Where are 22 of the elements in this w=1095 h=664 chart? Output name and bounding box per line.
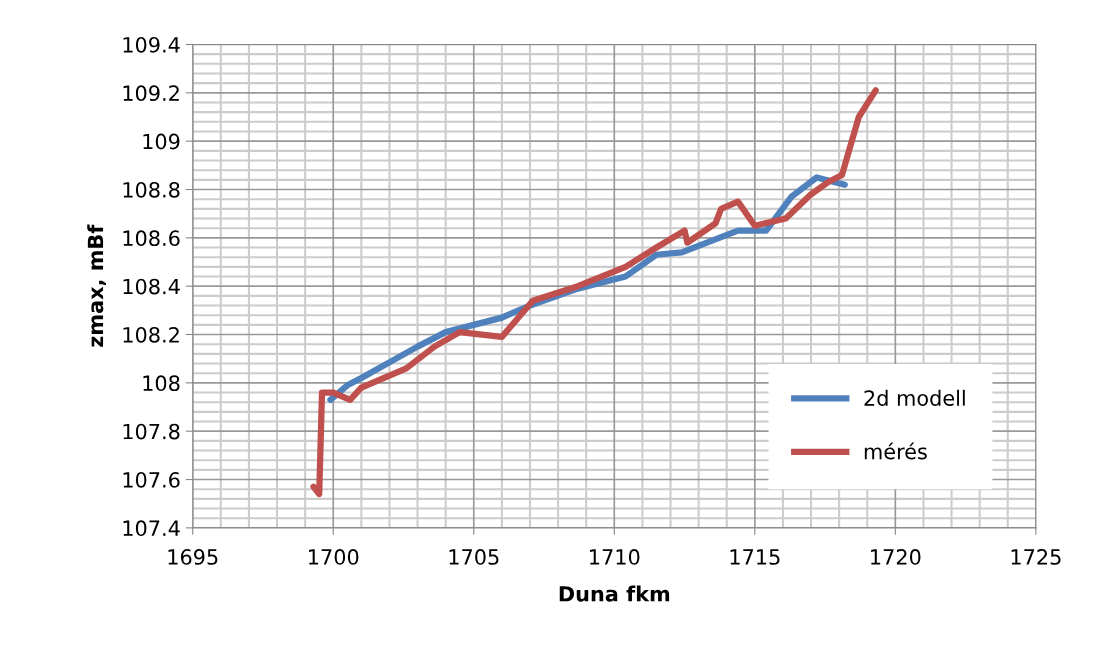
y-tick-label: 107.4 — [123, 520, 180, 537]
y-axis-title: zmax, mBf — [87, 224, 107, 347]
legend-label: mérés — [864, 442, 927, 460]
legend-label: 2d modell — [864, 389, 965, 406]
y-tick-label: 109 — [143, 133, 180, 150]
y-tick-label: 108 — [143, 375, 180, 392]
x-tick-label: 1705 — [449, 549, 499, 565]
x-tick-label: 1710 — [590, 549, 640, 565]
x-axis-title: Duna fkm — [559, 585, 670, 602]
y-tick-label: 109.4 — [123, 36, 180, 53]
y-tick-label: 108.4 — [123, 278, 180, 295]
y-tick-label: 108.8 — [123, 181, 180, 198]
x-tick-label: 1715 — [730, 549, 780, 565]
x-tick-label: 1720 — [871, 549, 921, 565]
x-tick-label: 1700 — [309, 549, 359, 565]
y-tick-label: 107.6 — [123, 471, 180, 488]
y-tick-label: 109.2 — [123, 85, 179, 102]
x-tick-label: 1725 — [1011, 549, 1061, 565]
y-tick-label: 108.2 — [123, 326, 179, 343]
x-tick-label: 1695 — [168, 549, 218, 565]
y-tick-label: 108.6 — [123, 230, 180, 247]
y-tick-label: 107.8 — [123, 423, 180, 440]
